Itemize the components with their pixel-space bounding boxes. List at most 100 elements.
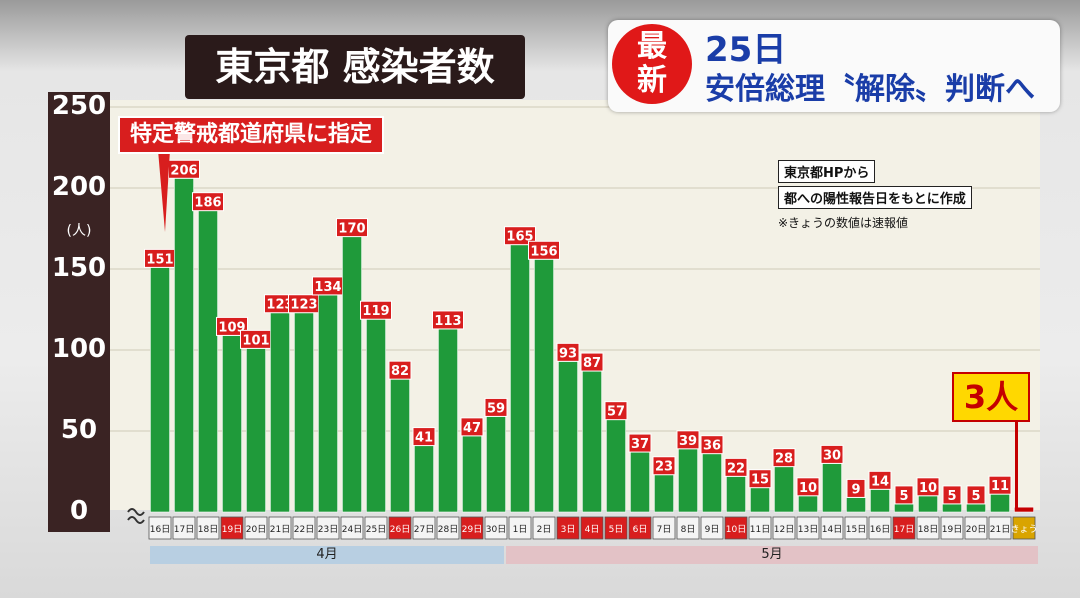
data-label-box: [528, 240, 560, 260]
bar: [150, 267, 170, 513]
x-tick-box: [940, 516, 964, 540]
x-tick-label: きょう: [1010, 524, 1037, 535]
data-label-box: [676, 430, 700, 450]
data-label: 28: [775, 452, 793, 467]
bar: [462, 435, 482, 513]
data-label: 93: [559, 346, 577, 361]
x-tick-box: [580, 516, 604, 540]
data-label: 165: [506, 230, 533, 245]
bar: [582, 370, 602, 513]
data-label: 14: [871, 474, 889, 489]
x-tick-box: [364, 516, 388, 540]
y-tick-label: 50: [60, 415, 98, 445]
x-tick-label: 21日: [270, 524, 290, 535]
x-tick-box: [748, 516, 772, 540]
today-callout: 3人: [952, 372, 1030, 422]
data-label: 5: [971, 489, 980, 504]
data-label: 170: [338, 222, 365, 237]
x-tick-box: [796, 516, 820, 540]
data-label-box: [484, 397, 508, 417]
bar: [630, 451, 650, 513]
data-label: 119: [362, 304, 389, 319]
x-tick-label: 16日: [870, 524, 890, 535]
bar: [486, 416, 506, 513]
x-tick-box: [388, 516, 412, 540]
bar: [606, 419, 626, 513]
designation-label: 特定警戒都道府県に指定: [118, 116, 385, 154]
x-tick-label: 28日: [438, 524, 458, 535]
source-info: 東京都HPから 都への陽性報告日をもとに作成 ※きょうの数値は速報値: [778, 160, 972, 231]
today-callout-pointer: [1015, 420, 1018, 508]
data-label: 101: [242, 333, 269, 348]
data-label: 36: [703, 439, 721, 454]
latest-badge: 最 新: [612, 24, 692, 104]
y-axis-panel: (人) 0 50 100 150 200 250: [48, 91, 110, 532]
news-headline-date: 25日: [705, 30, 787, 70]
data-label-box: [796, 477, 820, 497]
bar: [438, 328, 458, 513]
x-tick-box: [148, 516, 172, 540]
bar: [990, 493, 1010, 513]
data-label: 87: [583, 356, 601, 371]
x-tick-box: [196, 516, 220, 540]
x-tick-label: 19日: [222, 524, 242, 535]
bar: [294, 312, 314, 513]
data-label-box: [580, 352, 604, 372]
x-tick-label: 16日: [150, 524, 170, 535]
x-tick-box: [532, 516, 556, 540]
bar: [390, 378, 410, 513]
bar: [414, 445, 434, 513]
x-tick-box: [652, 516, 676, 540]
data-label: 109: [218, 320, 245, 335]
x-tick-label: 12日: [774, 524, 794, 535]
data-label: 123: [266, 298, 293, 313]
data-label-box: [846, 478, 866, 498]
data-label: 11: [991, 479, 1009, 494]
data-label-box: [652, 456, 676, 476]
data-label: 10: [919, 481, 937, 496]
data-label: 22: [727, 461, 745, 476]
bar: [870, 489, 890, 513]
x-tick-label: 13日: [798, 524, 818, 535]
bar: [918, 495, 938, 513]
data-label-box: [748, 469, 772, 489]
x-tick-box: [916, 516, 940, 540]
x-tick-label: 15日: [846, 524, 866, 535]
data-label-box: [724, 457, 748, 477]
x-tick-label: 18日: [198, 524, 218, 535]
x-tick-label: 24日: [342, 524, 362, 535]
data-label: 113: [434, 314, 461, 329]
data-label: 9: [851, 482, 860, 497]
x-tick-label: 10日: [726, 524, 746, 535]
x-tick-box: [820, 516, 844, 540]
x-tick-box: [172, 516, 196, 540]
data-label: 151: [146, 252, 173, 267]
data-label-box: [916, 477, 940, 497]
data-label-box: [868, 470, 892, 490]
x-tick-label: 6日: [633, 524, 648, 535]
x-tick-label: 1日: [513, 524, 528, 535]
x-tick-label: 11日: [750, 524, 770, 535]
x-tick-label: 19日: [942, 524, 962, 535]
x-tick-box: [772, 516, 796, 540]
bar: [534, 258, 554, 513]
data-label-box: [504, 226, 536, 246]
latest-badge-line1: 最: [637, 29, 667, 64]
x-tick-label: 4日: [585, 524, 600, 535]
data-label: 10: [799, 481, 817, 496]
x-tick-label: 9日: [705, 524, 720, 535]
data-label-box: [628, 433, 652, 453]
data-label-box: [942, 485, 962, 505]
x-tick-box: [484, 516, 508, 540]
x-tick-label: 17日: [894, 524, 914, 535]
news-headline: 安倍総理〝解除〟判断へ: [705, 72, 1035, 107]
bar: [1014, 506, 1034, 513]
x-tick-box: [892, 516, 916, 540]
x-tick-box: [340, 516, 364, 540]
data-label-box: [336, 218, 368, 238]
bar: [726, 476, 746, 513]
bar: [318, 294, 338, 513]
x-tick-box: [436, 516, 460, 540]
